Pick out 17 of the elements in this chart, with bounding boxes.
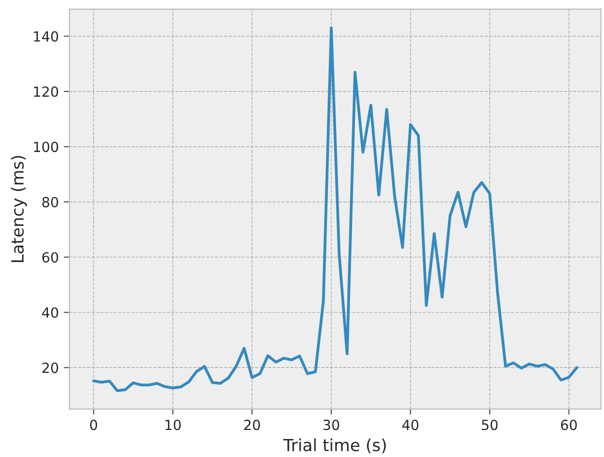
x-tick-label: 50 xyxy=(482,420,498,430)
y-tick-label: 40 xyxy=(42,307,58,318)
y-tick-label: 120 xyxy=(34,86,58,97)
x-axis-title: Trial time (s) xyxy=(283,438,386,454)
line-series xyxy=(92,26,578,392)
y-axis-title: Latency (ms) xyxy=(10,156,27,262)
y-tick-label: 80 xyxy=(42,196,58,208)
x-tick-label: 30 xyxy=(323,420,340,430)
x-tick-label: 10 xyxy=(166,420,181,430)
x-tick-label: 60 xyxy=(561,420,577,430)
x-tick-label: 0 xyxy=(90,420,98,430)
y-tick-label: 100 xyxy=(34,142,58,152)
y-tick-label: 140 xyxy=(34,31,58,42)
y-tick-label: 60 xyxy=(42,252,58,263)
x-tick-label: 20 xyxy=(244,420,260,430)
x-tick-label: 40 xyxy=(402,420,418,430)
y-tick-label: 20 xyxy=(42,362,58,374)
